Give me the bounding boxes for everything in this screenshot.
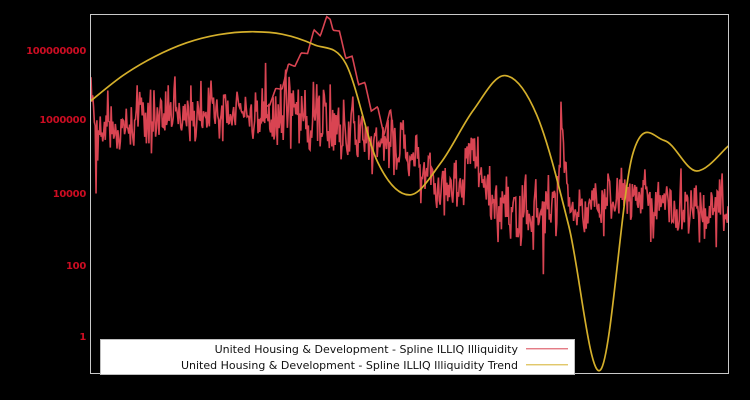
y-tick-label: 10000 [52,189,87,200]
legend-entry-illiquidity: United Housing & Development - Spline IL… [101,341,568,357]
legend-entry-trend: United Housing & Development - Spline IL… [101,357,568,373]
legend-label: United Housing & Development - Spline IL… [180,358,518,372]
trend-line [91,30,728,372]
series-trend [91,30,728,372]
legend-label: United Housing & Development - Spline IL… [214,342,518,356]
illiquidity-peak [263,15,398,160]
y-tick-label: 1 [79,332,86,343]
chart-canvas [91,15,728,372]
legend-swatch-illiquidity [526,344,568,355]
y-tick-label: 100 [66,261,86,272]
y-axis-tick-labels: 100000000 1000000 10000 100 1 [0,0,86,400]
y-tick-label: 1000000 [39,115,86,126]
plot-area [90,14,729,374]
y-tick-label: 100000000 [26,46,86,57]
legend-swatch-trend [526,360,568,371]
illiquidity-line [91,62,728,275]
chart-legend: United Housing & Development - Spline IL… [100,339,575,375]
series-illiquidity [91,15,728,275]
